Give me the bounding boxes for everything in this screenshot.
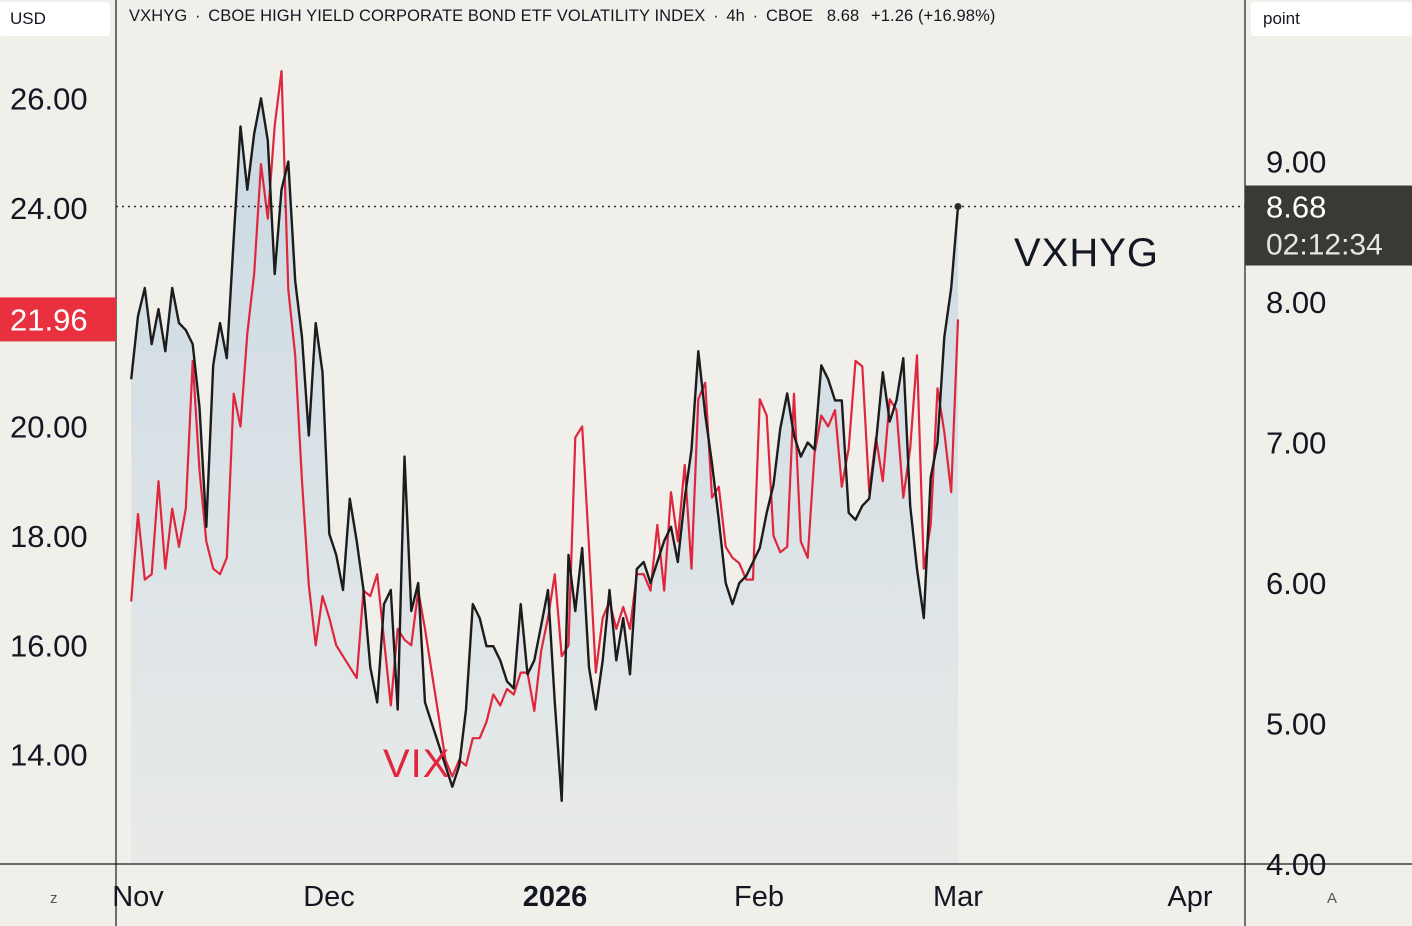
right-tick-label: 8.00 <box>1266 285 1326 320</box>
left-tick-label: 16.00 <box>10 628 88 663</box>
price-change: +1.26 (+16.98%) <box>871 7 996 25</box>
left-tick-label: 18.00 <box>10 519 88 554</box>
vxhyg-price-label: 8.68 <box>1266 190 1326 225</box>
interval[interactable]: 4h <box>726 7 745 25</box>
vix-price-label-bg <box>0 297 116 342</box>
bar-countdown: 02:12:34 <box>1266 229 1383 262</box>
left-tick-label: 20.00 <box>10 410 88 445</box>
vxhyg-series-layer <box>130 97 960 802</box>
time-tick-label: 2026 <box>523 881 588 913</box>
vxhyg-area <box>131 98 958 865</box>
exchange: CBOE <box>765 7 814 25</box>
left-axis-unit[interactable]: USD <box>0 2 110 36</box>
right-tick-label: 5.00 <box>1266 707 1326 742</box>
time-axis-ticks[interactable]: Nov Dec 2026 Feb Mar Apr <box>112 881 1213 913</box>
auto-scale-button[interactable]: A <box>1327 890 1338 907</box>
time-tick-label: Dec <box>303 881 355 913</box>
vxhyg-annotation: VXHYG <box>1014 231 1159 275</box>
time-tick-label: Nov <box>112 881 164 913</box>
price-markers: 8.68 02:12:34 21.96 VXHYG VIX <box>0 185 1412 786</box>
vix-price-label: 21.96 <box>10 302 88 337</box>
symbol-ticker[interactable]: VXHYG <box>129 7 188 25</box>
time-tick-label: Mar <box>933 881 983 913</box>
time-tick-label: Feb <box>734 881 784 913</box>
left-tick-label: 14.00 <box>10 738 88 773</box>
left-tick-label: 26.00 <box>10 81 88 116</box>
symbol-header: VXHYG · CBOE HIGH YIELD CORPORATE BOND E… <box>129 7 996 25</box>
vix-line <box>130 69 960 778</box>
time-tick-label: Apr <box>1167 881 1212 913</box>
right-tick-label: 6.00 <box>1266 566 1326 601</box>
right-tick-label: 9.00 <box>1266 145 1326 180</box>
vxhyg-price-label-bg <box>1245 185 1412 266</box>
left-tick-label: 24.00 <box>10 191 88 226</box>
last-price: 8.68 <box>826 7 860 25</box>
right-tick-label: 4.00 <box>1266 847 1326 882</box>
right-axis-unit[interactable]: point <box>1251 2 1412 36</box>
vix-series-layer <box>130 69 960 778</box>
right-tick-label: 7.00 <box>1266 426 1326 461</box>
vix-annotation: VIX <box>383 742 450 786</box>
symbol-name: CBOE HIGH YIELD CORPORATE BOND ETF VOLAT… <box>208 7 706 25</box>
vxhyg-line <box>130 97 960 802</box>
left-axis-ticks[interactable]: 14.00 16.00 18.00 20.00 24.00 26.00 <box>10 81 88 772</box>
right-axis-ticks[interactable]: 4.005.006.007.008.009.0010.00 <box>1266 4 1344 882</box>
vxhyg-area-layer <box>131 98 958 865</box>
last-price-dot <box>954 203 962 210</box>
zoom-reset-button[interactable]: z <box>50 890 58 907</box>
